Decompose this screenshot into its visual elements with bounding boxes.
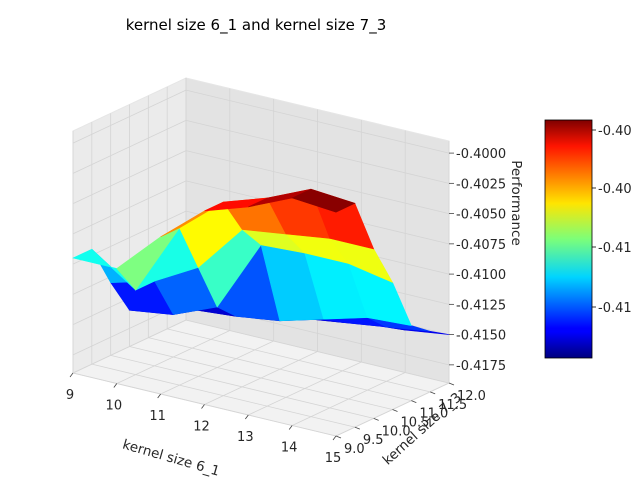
z-tick-label: -0.4175 [456, 359, 506, 374]
x-tick-mark [157, 393, 161, 399]
x-axis-label: kernel size 6_1 [121, 437, 222, 480]
z-tick-label: -0.4125 [456, 298, 506, 313]
x-tick-mark [288, 425, 293, 430]
x-tick-mark [201, 404, 205, 409]
grid-line-z-left [72, 150, 187, 204]
colorbar-tick-label: -0.41 [598, 301, 632, 316]
y-tick-mark [335, 435, 342, 439]
z-axis-label: Performance [508, 160, 524, 246]
y-tick-mark [373, 417, 379, 421]
x-tick-label: 9 [66, 388, 74, 403]
colorbar [544, 119, 593, 359]
y-tick-label: 11.0 [419, 407, 448, 422]
grid-line-y-floor [129, 346, 393, 410]
x-tick-label: 11 [149, 409, 166, 424]
surface [72, 188, 450, 335]
y-tick-label: 12.0 [457, 389, 486, 404]
grid-line-z-left [72, 119, 187, 174]
x-tick-label: 12 [193, 420, 210, 435]
y-tick-label: 11.5 [438, 398, 467, 413]
grid-line-z-back [185, 89, 450, 154]
colorbar-tick-label: -0.40 [598, 182, 632, 197]
grid-line-z-left [72, 180, 187, 235]
x-tick-mark [69, 372, 74, 378]
grid-line-y-floor [167, 328, 431, 393]
y-tick-mark [354, 426, 360, 430]
z-tick-label: -0.4000 [456, 147, 506, 162]
colorbar-ticks: -0.40 -0.40 -0.41 -0.41 [592, 124, 632, 316]
y-tick-label: 10.5 [401, 416, 430, 431]
x-tick-mark [332, 435, 337, 441]
grid-line-y-floor [148, 337, 412, 402]
chart-title: kernel size 6_1 and kernel size 7_3 [126, 16, 387, 35]
y-tick-mark [411, 400, 417, 404]
y-tick-mark [448, 382, 455, 386]
x-tick-label: 10 [106, 399, 123, 414]
x-tick-mark [113, 383, 118, 388]
grid-line-y-floor [110, 354, 374, 419]
z-tick-label: -0.4025 [456, 177, 506, 192]
grid-line-y-floor [185, 319, 450, 384]
z-tick-label: -0.4075 [456, 238, 506, 253]
z-tick-label: -0.4100 [456, 268, 506, 283]
y-tick-mark [430, 391, 436, 395]
surface-patch [291, 188, 356, 213]
y-tick-label: 9.0 [344, 442, 365, 457]
colorbar-tick-label: -0.40 [598, 124, 632, 139]
grid-line-y-floor [91, 363, 355, 428]
grid-line-z-back [185, 150, 450, 214]
axes: 9 10 11 12 13 14 159.09.510.010.511.011.512.0 -… [66, 147, 506, 466]
grid-line-z-left [72, 89, 187, 144]
z-tick-label: -0.4050 [456, 208, 506, 223]
x-tick-label: 15 [325, 451, 342, 466]
x-tick-label: 13 [237, 430, 254, 445]
x-tick-label: 14 [281, 441, 298, 456]
x-tick-mark [245, 414, 249, 420]
y-tick-mark [392, 409, 398, 412]
colorbar-tick-label: -0.41 [598, 241, 632, 256]
z-tick-label: -0.4150 [456, 329, 506, 344]
grid-line-z-back [185, 119, 450, 184]
y-tick-label: 9.5 [363, 433, 384, 448]
y-tick-label: 10.0 [382, 424, 411, 439]
